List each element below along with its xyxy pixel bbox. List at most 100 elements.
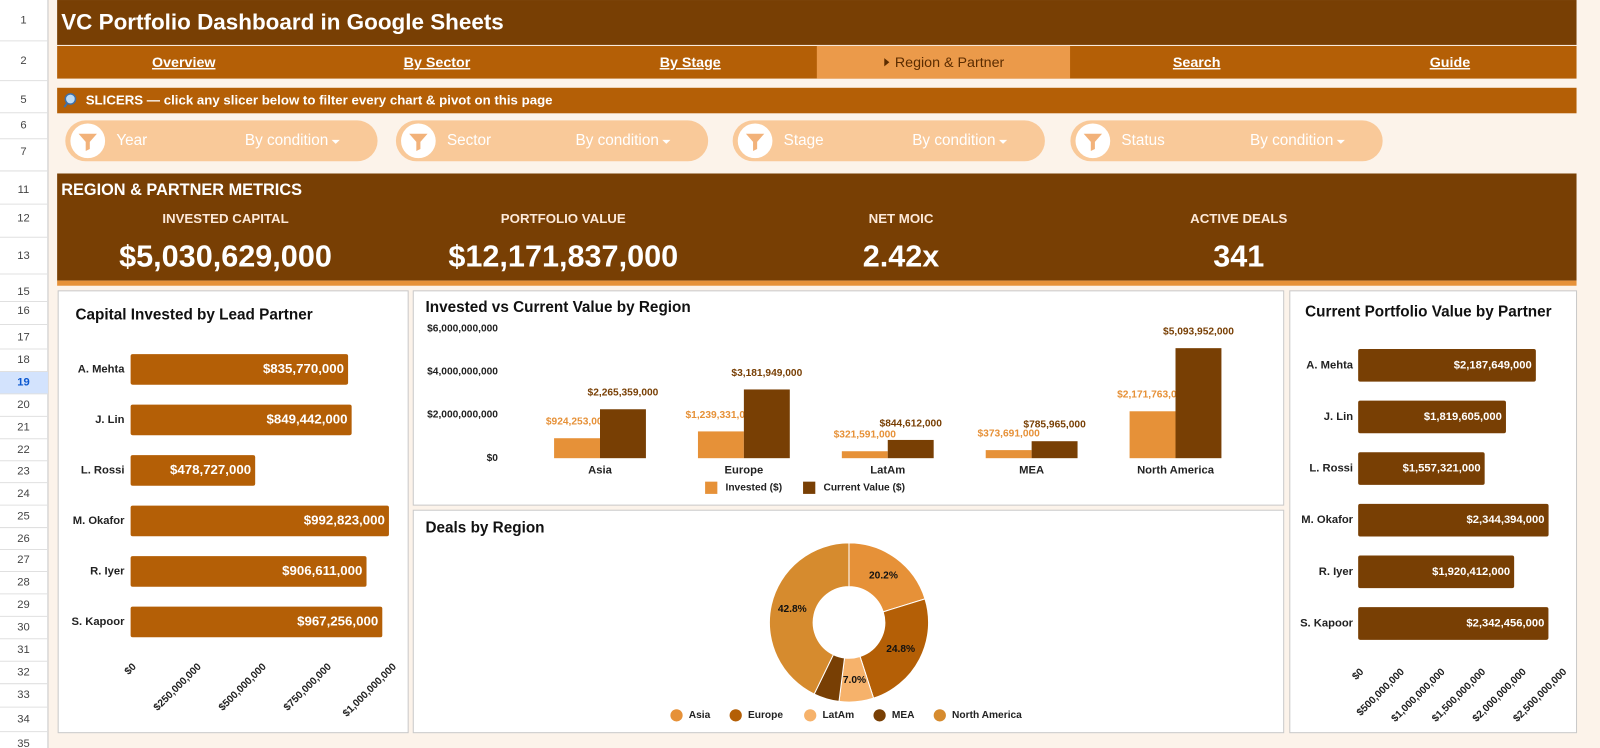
legend-label: Invested ($)	[726, 482, 783, 493]
category-label: A. Mehta	[1306, 359, 1354, 371]
slicer[interactable]: Year By condition	[65, 120, 378, 162]
value-label: $373,691,000	[978, 428, 1041, 439]
legend-swatch	[729, 709, 742, 722]
bar	[554, 438, 600, 459]
pie-slice	[768, 542, 850, 695]
value-label: $2,265,359,000	[588, 388, 659, 399]
slicer-banner-text: SLICERS — click any slicer below to filt…	[86, 93, 553, 108]
category-label: L. Rossi	[81, 464, 125, 476]
nav-tab[interactable]: Region & Partner	[895, 55, 1005, 71]
slicer-funnel	[745, 133, 765, 152]
bar	[600, 409, 646, 459]
legend-swatch	[705, 481, 718, 494]
row-number: 11	[18, 184, 30, 196]
y-tick-label: $0	[487, 453, 499, 464]
slicer-caret	[662, 139, 671, 144]
bar	[887, 439, 934, 459]
kpi-value: 2.42x	[863, 239, 940, 273]
value-label: 20.2%	[869, 570, 898, 581]
bar	[1358, 503, 1549, 537]
category-label: Asia	[588, 464, 612, 476]
value-label: $924,253,000	[546, 417, 609, 428]
row-number: 34	[17, 713, 29, 725]
slicer-funnel	[78, 133, 97, 152]
nav-tab[interactable]: By Stage	[660, 55, 721, 71]
value-label: $835,770,000	[263, 361, 344, 376]
search-icon-handle	[63, 102, 69, 108]
legend-swatch	[670, 709, 683, 722]
bar	[130, 404, 352, 436]
slicer-field: Status	[1121, 132, 1165, 149]
y-tick-label: $4,000,000,000	[427, 366, 498, 377]
row-number: 7	[20, 146, 26, 158]
bar	[1031, 441, 1078, 459]
value-label: $3,181,949,000	[731, 368, 802, 379]
kpi-label: NET MOIC	[869, 211, 934, 226]
row-number: 23	[17, 465, 29, 477]
legend-label: Europe	[748, 710, 783, 721]
slicer[interactable]: Status By condition	[1070, 120, 1383, 162]
bar	[1129, 411, 1176, 459]
row-number: 28	[17, 577, 29, 589]
value-label: $906,611,000	[282, 563, 362, 578]
active-tab-marker	[884, 58, 890, 67]
kpi-value: $5,030,629,000	[119, 239, 332, 273]
slicer-condition: By condition	[1250, 132, 1333, 149]
bar	[1358, 555, 1515, 589]
nav-tab[interactable]: By Sector	[404, 55, 471, 71]
metrics-panel	[57, 173, 1577, 281]
search-icon	[64, 93, 77, 105]
slicer-caret	[998, 139, 1008, 144]
slicer-field: Stage	[784, 132, 824, 149]
category-label: M. Okafor	[1301, 514, 1353, 526]
value-label: $785,965,000	[1023, 420, 1086, 431]
row-number: 33	[17, 689, 29, 701]
kpi-label: PORTFOLIO VALUE	[501, 211, 626, 226]
row-number: 27	[17, 554, 29, 566]
bar	[743, 389, 790, 459]
legend-label: LatAm	[822, 710, 854, 721]
kpi-value: $12,171,837,000	[448, 239, 678, 273]
legend-swatch	[933, 709, 946, 722]
chart: Invested vs Current Value by Region $0 $2,…	[412, 290, 1285, 506]
value-label: $2,344,394,000	[1467, 514, 1545, 526]
chart: Deals by Region 20.2% 24.8% 7.0% 42.8% Asia Eu…	[412, 509, 1285, 734]
nav-tab[interactable]: Guide	[1430, 55, 1470, 71]
chart-title: Invested vs Current Value by Region	[426, 299, 691, 316]
value-label: $1,239,331,000	[686, 410, 757, 421]
slicer[interactable]: Sector By condition	[395, 120, 709, 162]
slicer[interactable]: Stage By condition	[732, 120, 1045, 162]
chart-panel	[412, 290, 1285, 506]
slicer-pill	[1070, 120, 1383, 162]
slicer-condition: By condition	[245, 132, 328, 149]
bar	[1358, 452, 1485, 485]
value-label: $992,823,000	[304, 512, 385, 527]
bar	[130, 354, 349, 385]
row-highlight	[0, 371, 48, 394]
kpi-value: 341	[1213, 239, 1264, 273]
value-label: $844,612,000	[880, 418, 943, 429]
nav-tab[interactable]: Overview	[152, 55, 216, 71]
slicer-funnel	[1083, 133, 1103, 152]
category-label: R. Iyer	[90, 565, 125, 577]
category-label: M. Okafor	[73, 515, 125, 527]
slicer-funnel	[409, 133, 428, 152]
row-number: 13	[17, 250, 29, 262]
value-label: $849,442,000	[266, 411, 347, 426]
row-number: 20	[17, 399, 29, 411]
slicer-caret	[331, 139, 340, 144]
row-number: 25	[17, 510, 29, 522]
bar	[130, 505, 389, 537]
category-label: J. Lin	[95, 414, 124, 426]
row-number: 1	[20, 14, 26, 26]
row-number: 31	[17, 644, 29, 656]
nav-tab[interactable]: Search	[1173, 55, 1221, 71]
chart-title: Deals by Region	[426, 520, 545, 537]
legend-label: North America	[952, 710, 1022, 721]
slicer-field: Sector	[447, 132, 491, 149]
value-label: $478,727,000	[170, 462, 251, 477]
value-label: $321,591,000	[834, 430, 897, 441]
category-label: A. Mehta	[78, 363, 126, 375]
value-label: $1,819,605,000	[1424, 411, 1502, 423]
